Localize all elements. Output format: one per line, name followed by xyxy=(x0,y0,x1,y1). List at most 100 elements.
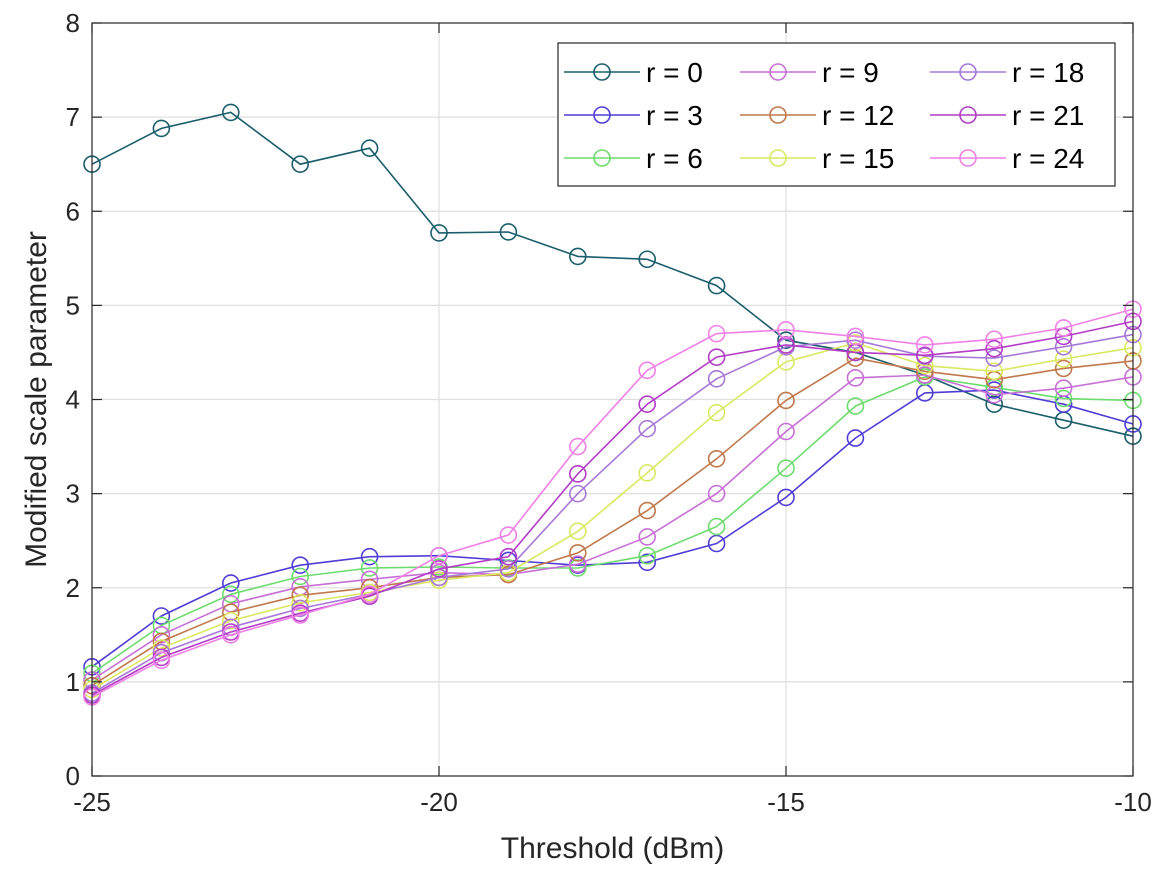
x-axis-label: Threshold (dBm) xyxy=(501,832,724,865)
data-point xyxy=(430,560,448,578)
data-point xyxy=(568,465,587,483)
axis-ticks: -25 -20 -15 -10 0 1 2 3 4 5 6 7 8 xyxy=(66,8,1152,817)
data-point xyxy=(846,331,865,350)
data-point xyxy=(707,484,726,503)
legend-label: r = 6 xyxy=(646,143,703,174)
series-line xyxy=(91,320,1134,696)
series-line xyxy=(91,111,1134,437)
data-point xyxy=(846,349,865,367)
data-point xyxy=(291,155,310,173)
data-point xyxy=(568,247,587,266)
data-point xyxy=(152,626,171,644)
data-point xyxy=(291,594,310,612)
y-tick-label: 5 xyxy=(66,290,80,320)
data-point xyxy=(985,362,1004,381)
series-line xyxy=(91,308,1134,698)
data-point xyxy=(777,336,795,354)
series-r-9 xyxy=(83,366,1142,689)
data-point xyxy=(777,459,795,478)
data-point xyxy=(222,103,240,122)
data-point xyxy=(360,585,379,604)
data-point xyxy=(568,484,587,503)
data-point xyxy=(568,522,587,541)
legend-entry: r = 3 xyxy=(564,100,703,131)
data-point xyxy=(222,585,240,604)
data-point xyxy=(222,574,240,592)
data-point xyxy=(1054,319,1073,337)
data-point xyxy=(985,330,1004,349)
data-point xyxy=(638,250,657,269)
data-point xyxy=(1054,359,1073,378)
series-line xyxy=(91,374,1134,681)
data-point xyxy=(915,336,934,354)
data-point xyxy=(777,353,795,371)
data-point xyxy=(638,419,657,438)
legend-entry: r = 0 xyxy=(564,57,703,88)
legend-label: r = 21 xyxy=(1012,100,1084,131)
y-tick-label: 6 xyxy=(66,196,80,226)
legend-marker xyxy=(769,149,787,167)
data-point xyxy=(707,324,726,343)
x-tick-label: -25 xyxy=(73,787,111,817)
data-point xyxy=(568,544,587,562)
series-r-15 xyxy=(83,334,1142,699)
data-point xyxy=(499,547,518,566)
data-point xyxy=(360,559,379,577)
legend-marker xyxy=(593,149,611,167)
data-point xyxy=(152,607,171,625)
data-point xyxy=(638,464,657,482)
data-point xyxy=(777,488,795,507)
data-point xyxy=(222,611,240,630)
legend-marker xyxy=(769,106,787,124)
data-point xyxy=(915,346,934,365)
legend-marker xyxy=(769,63,787,81)
legend-marker xyxy=(959,106,977,124)
data-point xyxy=(707,403,726,422)
data-point xyxy=(360,139,379,157)
data-point xyxy=(499,526,518,544)
legend-entry: r = 15 xyxy=(740,143,894,174)
data-point xyxy=(846,397,865,415)
legend-label: r = 18 xyxy=(1012,57,1084,88)
y-axis-label: Modified scale parameter xyxy=(20,231,53,568)
data-point xyxy=(638,361,657,380)
data-point xyxy=(707,369,726,388)
data-point xyxy=(291,606,310,624)
data-point xyxy=(568,559,587,577)
data-point xyxy=(291,567,310,586)
data-point xyxy=(430,546,448,565)
y-tick-label: 8 xyxy=(66,8,80,38)
data-point xyxy=(777,391,795,410)
data-point xyxy=(707,449,726,468)
series-line xyxy=(91,342,1134,691)
legend-entry: r = 12 xyxy=(740,100,894,131)
data-point xyxy=(707,348,726,366)
data-point xyxy=(846,429,865,447)
data-point xyxy=(1054,337,1073,356)
series-line xyxy=(91,376,1134,675)
data-point xyxy=(985,349,1004,367)
legend-label: r = 0 xyxy=(646,57,703,88)
data-point xyxy=(499,223,518,241)
legend-entry: r = 9 xyxy=(740,57,879,88)
data-point xyxy=(846,369,865,387)
legend-label: r = 9 xyxy=(822,57,879,88)
data-point xyxy=(777,422,795,441)
data-point xyxy=(638,528,657,546)
legend-marker xyxy=(959,63,977,81)
data-point xyxy=(707,276,726,295)
series-r-24 xyxy=(83,300,1142,706)
legend-entry: r = 6 xyxy=(564,143,703,174)
legend-marker xyxy=(959,149,977,167)
y-tick-label: 7 xyxy=(66,102,80,132)
data-point xyxy=(777,331,795,350)
y-tick-label: 3 xyxy=(66,479,80,509)
data-point xyxy=(499,560,518,578)
data-point xyxy=(985,385,1004,404)
data-point xyxy=(152,639,171,657)
data-point xyxy=(707,534,726,553)
data-point xyxy=(1054,350,1073,368)
y-tick-label: 2 xyxy=(66,573,80,603)
legend-marker xyxy=(593,106,611,124)
